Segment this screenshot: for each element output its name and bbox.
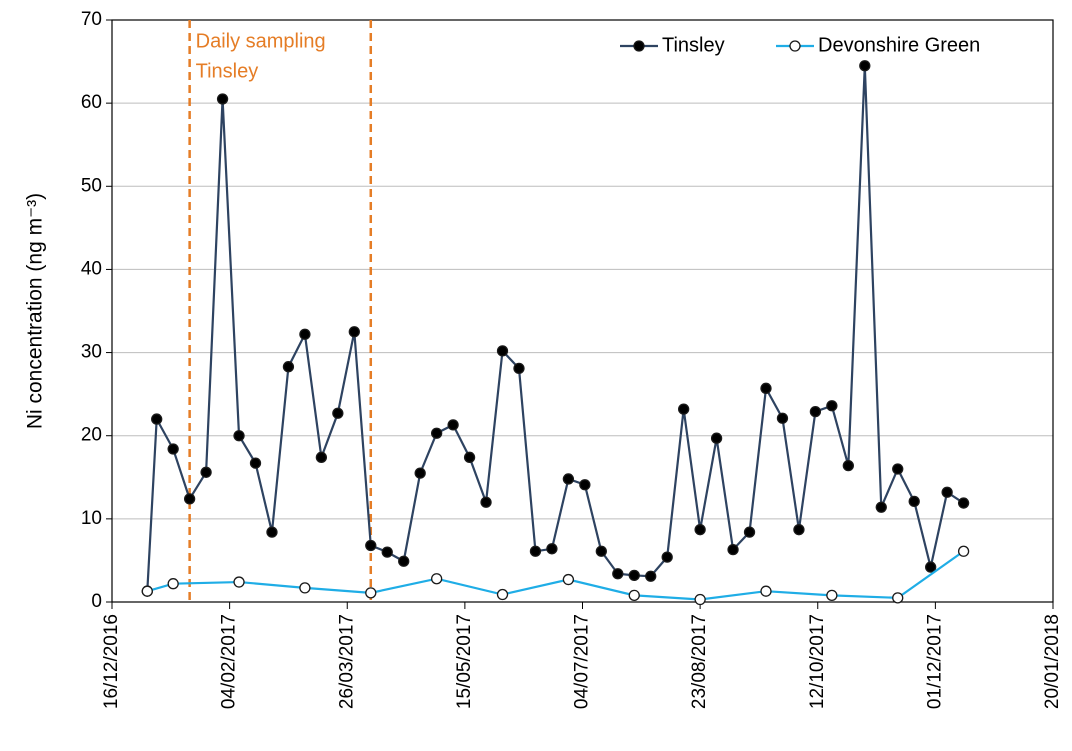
x-tick-label: 20/01/2018: [1042, 614, 1063, 709]
data-point: [562, 473, 575, 485]
x-tick-label: 15/05/2017: [454, 614, 475, 709]
data-point: [249, 457, 262, 469]
data-point: [562, 573, 575, 586]
data-point: [233, 430, 245, 442]
x-tick-label: 01/12/2017: [924, 614, 945, 709]
data-point: [299, 582, 311, 594]
x-tick-label: 23/08/2017: [689, 614, 710, 709]
data-point: [875, 501, 887, 513]
data-point: [183, 493, 196, 505]
data-point: [365, 539, 377, 552]
y-tick-label: 30: [81, 342, 102, 363]
plot-frame: [111, 19, 1054, 603]
legend-label: Devonshire Green: [818, 34, 980, 56]
data-point: [381, 546, 393, 558]
data-point: [447, 419, 459, 431]
annotation-text: Daily sampling: [196, 30, 326, 52]
data-point: [776, 412, 789, 424]
y-tick-label: 60: [81, 92, 102, 113]
data-point: [678, 403, 690, 415]
data-point: [430, 573, 443, 585]
data-point: [513, 362, 525, 375]
data-point: [957, 545, 970, 557]
data-point: [496, 345, 509, 357]
y-tick-label: 50: [81, 175, 102, 196]
data-point: [743, 526, 756, 538]
data-point: [315, 451, 328, 463]
data-point: [348, 326, 360, 338]
data-point: [941, 486, 953, 498]
data-point: [200, 466, 212, 478]
data-point: [645, 570, 657, 582]
data-point: [892, 463, 904, 475]
legend-marker: [633, 40, 645, 52]
data-point: [579, 479, 591, 491]
data-point: [908, 495, 920, 508]
y-tick-label: 10: [81, 508, 102, 529]
series-line: [146, 65, 965, 592]
data-point: [826, 589, 838, 601]
data-point: [892, 592, 904, 604]
data-point: [266, 526, 278, 538]
x-tick-label: 26/03/2017: [336, 614, 357, 709]
data-point: [809, 405, 822, 418]
data-point: [332, 407, 344, 419]
data-point: [925, 561, 937, 573]
data-point: [710, 432, 723, 444]
y-tick-label: 20: [81, 425, 102, 446]
data-point: [760, 585, 772, 597]
data-point: [365, 587, 377, 599]
x-tick-label: 16/12/2016: [101, 614, 122, 709]
data-point: [414, 467, 426, 479]
data-point: [694, 524, 706, 536]
series-line: [146, 550, 965, 601]
data-point: [661, 551, 673, 563]
data-point: [628, 569, 640, 582]
data-point: [151, 413, 163, 425]
data-point: [760, 382, 772, 394]
y-tick-label: 40: [81, 258, 102, 279]
annotation-text: Tinsley: [196, 60, 259, 82]
data-point: [546, 543, 558, 555]
x-tick-label: 04/07/2017: [572, 614, 593, 709]
data-point: [595, 545, 607, 557]
y-axis-label: Ni concentration (ng m⁻³): [24, 193, 47, 429]
data-point: [430, 427, 443, 439]
data-point: [233, 576, 245, 588]
data-point: [167, 578, 179, 590]
data-point: [628, 589, 640, 601]
data-point: [496, 588, 509, 601]
legend-marker: [789, 40, 801, 52]
data-point: [612, 568, 624, 580]
data-point: [727, 543, 739, 556]
data-point: [282, 361, 295, 373]
data-point: [463, 451, 476, 463]
data-point: [398, 555, 410, 567]
data-point: [529, 545, 542, 557]
data-point: [957, 497, 970, 509]
data-point: [480, 496, 492, 508]
data-point: [826, 400, 838, 412]
data-point: [694, 593, 706, 606]
x-tick-label: 04/02/2017: [219, 614, 240, 709]
x-tick-label: 12/10/2017: [807, 614, 828, 709]
data-point: [299, 328, 311, 340]
data-point: [216, 93, 229, 105]
data-point: [859, 60, 871, 72]
data-point: [793, 524, 805, 536]
data-point: [167, 443, 179, 455]
legend-label: Tinsley: [662, 34, 725, 56]
data-point: [141, 585, 153, 597]
data-point: [842, 459, 854, 472]
y-tick-label: 70: [81, 9, 102, 30]
y-tick-label: 0: [91, 591, 102, 612]
